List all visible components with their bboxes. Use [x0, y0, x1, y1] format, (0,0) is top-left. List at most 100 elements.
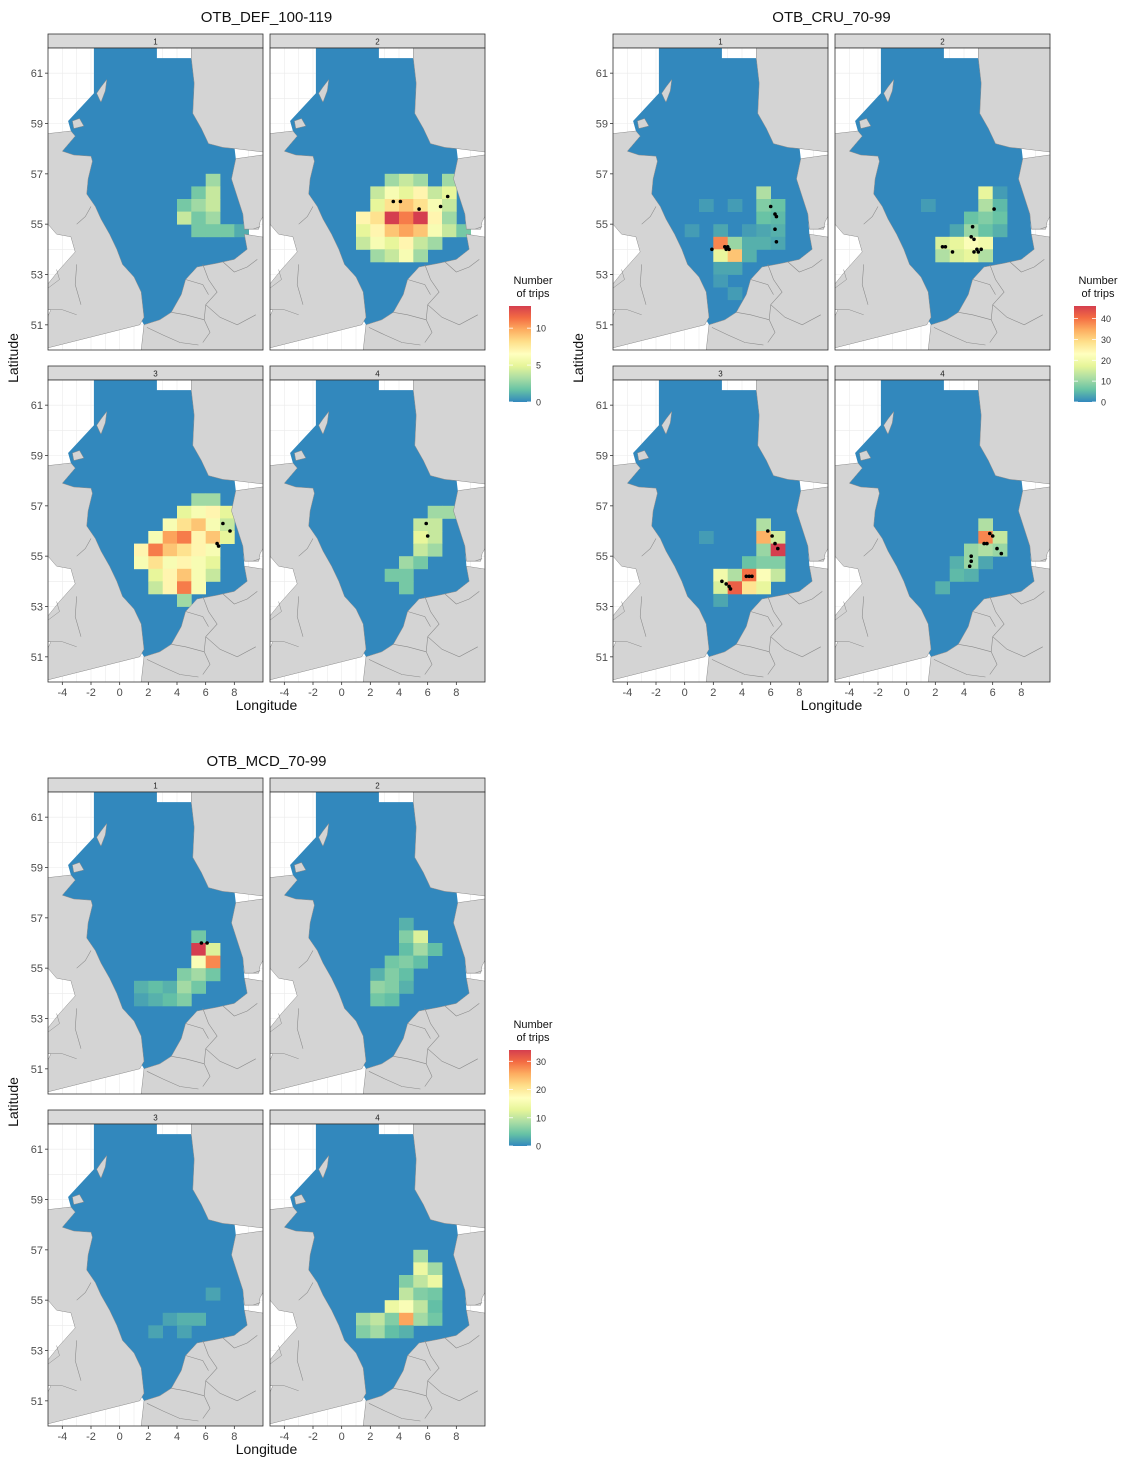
trip-cell [413, 173, 428, 187]
great-britain-land [48, 462, 145, 681]
trip-cell [177, 556, 192, 570]
trip-cell [399, 224, 414, 238]
norway-land [413, 792, 485, 897]
country-border [74, 596, 82, 637]
denmark-land [453, 486, 485, 562]
trip-cell [370, 211, 385, 225]
x-tick-label: -4 [279, 1431, 289, 1443]
sea-zero-fill [62, 1124, 248, 1401]
country-border [424, 264, 440, 320]
trip-cell [148, 980, 163, 994]
trip-cell [713, 593, 728, 607]
trip-cell [770, 199, 786, 212]
trip-cell [370, 249, 385, 263]
sea-zero-fill [62, 792, 248, 1069]
haul-point [424, 521, 429, 526]
country-border [296, 596, 304, 637]
trip-cell [756, 581, 771, 595]
y-tick-label: 57 [31, 1245, 43, 1257]
great-britain-land [270, 874, 367, 1093]
trip-cell [427, 1287, 443, 1301]
country-border [205, 636, 256, 658]
y-tick-label: 55 [31, 1295, 43, 1307]
trip-cell [384, 1325, 400, 1339]
trip-cell [399, 249, 414, 263]
facet-panel-3: 3 51 53 55 57 59 61 -4 -2 0 2 4 6 8 [596, 365, 829, 699]
country-border [185, 1023, 209, 1039]
norway-land [978, 380, 1050, 485]
norway-land [978, 48, 1050, 153]
trip-cell [442, 211, 457, 225]
country-border [641, 538, 657, 557]
x-tick-label: 6 [768, 687, 774, 699]
country-border [76, 538, 92, 557]
x-tick-label: 6 [990, 687, 996, 699]
great-britain-land [835, 462, 932, 681]
legend-title-line1: Number [1078, 275, 1117, 287]
trip-cell [399, 568, 414, 582]
x-tick-label: 8 [453, 1431, 459, 1443]
country-border [296, 264, 304, 305]
trip-cell [413, 1287, 428, 1301]
shetland-land [318, 410, 330, 435]
trip-cell [177, 1312, 192, 1326]
y-tick-label: 51 [596, 320, 608, 332]
trip-cell [756, 568, 771, 582]
country-border [407, 279, 431, 295]
trip-cell [756, 556, 771, 570]
country-border [368, 1071, 421, 1090]
trip-cell [727, 261, 743, 275]
trip-cell [191, 186, 206, 200]
trip-cell [205, 493, 221, 507]
panel-border [269, 791, 486, 1095]
country-border [809, 558, 826, 562]
country-border [74, 1340, 82, 1381]
haul-point [988, 531, 992, 536]
facet-strip-label: 2 [375, 782, 380, 791]
haul-point [391, 199, 396, 204]
great-britain-land [48, 130, 145, 349]
haul-point [417, 207, 421, 211]
y-axis-title: Latitude [5, 1077, 21, 1127]
country-border [863, 538, 879, 557]
trip-cell [442, 186, 457, 200]
country-border [787, 259, 823, 273]
country-border [76, 1282, 92, 1301]
panel-border [47, 791, 264, 1095]
country-border [972, 611, 996, 627]
trip-cell [399, 943, 414, 956]
trip-cell [427, 1262, 443, 1276]
trip-cell [356, 236, 371, 250]
facet-strip-label: 3 [153, 370, 158, 379]
x-axis-title: Longitude [801, 697, 863, 713]
denmark-land [231, 154, 263, 230]
orkney-land [637, 118, 650, 129]
trip-cell [162, 543, 178, 557]
norway-land [413, 1124, 485, 1229]
trip-cell [384, 236, 400, 250]
facet-panel-3: 3 51 53 55 57 59 61 -4 -2 0 2 4 6 8 [31, 365, 264, 699]
trip-cell [191, 980, 206, 994]
map-area [270, 48, 485, 350]
x-tick-label: 8 [1018, 687, 1024, 699]
europe-land [705, 565, 828, 682]
trip-cell [413, 224, 428, 238]
x-tick-label: 0 [682, 687, 688, 699]
figure-title: OTB_MCD_70-99 [206, 753, 326, 770]
trip-cell [964, 211, 979, 225]
trip-cell [978, 518, 993, 532]
coast-detail [835, 641, 864, 648]
map-area [835, 48, 1050, 350]
great-britain-land [613, 130, 710, 349]
trip-cell [413, 236, 428, 250]
europe-land [362, 565, 485, 682]
trip-cell [191, 568, 206, 582]
shetland-land [96, 410, 108, 435]
shetland-land [883, 410, 895, 435]
haul-point [768, 204, 773, 209]
norway-land [191, 1124, 263, 1229]
x-tick-label: -2 [651, 687, 661, 699]
trip-cell [756, 199, 771, 212]
trip-cell [413, 199, 428, 212]
